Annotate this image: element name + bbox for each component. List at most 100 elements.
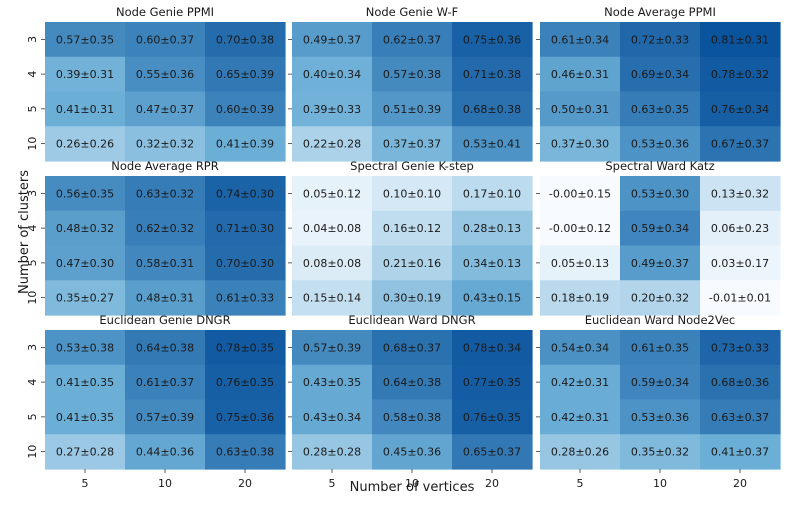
cell-label: 0.51±0.39	[383, 103, 441, 116]
heatmap-cell	[620, 364, 701, 401]
heatmap-cell	[125, 245, 206, 281]
heatmap-cell	[45, 330, 126, 366]
y-tick-label: 3	[26, 344, 39, 351]
cell-label: 0.41±0.37	[711, 446, 769, 459]
heatmap-cell	[620, 176, 701, 212]
heatmap-cell	[45, 126, 126, 162]
heatmap-cell	[372, 364, 453, 401]
cell-label: 0.76±0.34	[711, 103, 769, 116]
heatmap-cell	[125, 434, 206, 470]
cell-label: 0.28±0.13	[463, 222, 521, 235]
heatmap-cell	[540, 126, 621, 162]
heatmap-cell	[700, 399, 781, 435]
cell-label: 0.39±0.33	[303, 103, 361, 116]
cell-label: 0.46±0.31	[551, 68, 609, 81]
heatmap-cell	[540, 280, 621, 316]
heatmap-cell	[540, 434, 621, 470]
y-axis-label: Number of clusters	[17, 170, 32, 294]
cell-label: 0.70±0.38	[216, 33, 274, 46]
heatmap-cell	[620, 56, 701, 93]
cell-label: 0.34±0.13	[463, 257, 521, 270]
x-axis-label: Number of vertices	[350, 480, 475, 495]
cell-label: 0.57±0.39	[136, 411, 194, 424]
heatmap-cell	[205, 91, 286, 127]
heatmap-cell	[700, 245, 781, 281]
heatmap-panel: Spectral Ward Katz -0.00±0.15 0.53±0.30 0.1…	[536, 159, 781, 316]
cell-label: 0.77±0.35	[463, 376, 521, 389]
cell-label: 0.26±0.26	[56, 138, 114, 151]
heatmap-cell	[700, 91, 781, 127]
heatmap-cell	[452, 399, 533, 435]
cell-label: 0.16±0.12	[383, 222, 441, 235]
heatmap-cell	[452, 176, 533, 212]
cell-label: 0.78±0.35	[216, 341, 274, 354]
y-tick-label: 5	[26, 105, 39, 112]
heatmap-cell	[45, 399, 126, 435]
panel-title: Euclidean Ward DNGR	[348, 313, 475, 327]
cell-label: 0.57±0.38	[383, 68, 441, 81]
cell-label: 0.71±0.38	[463, 68, 521, 81]
x-tick-label: 10	[653, 477, 667, 490]
heatmap-cell	[292, 434, 373, 470]
heatmap-cell	[452, 364, 533, 401]
panel-title: Node Genie W-F	[366, 5, 459, 19]
panel-title: Node Genie PPMI	[116, 5, 214, 19]
heatmap-cell	[125, 330, 206, 366]
cell-label: 0.61±0.35	[631, 341, 689, 354]
cell-label: 0.22±0.28	[303, 138, 361, 151]
cell-label: 0.43±0.34	[303, 411, 361, 424]
cell-label: 0.37±0.30	[551, 138, 609, 151]
heatmap-cell	[292, 280, 373, 316]
heatmap-cell	[540, 56, 621, 93]
heatmap-cell	[292, 330, 373, 366]
heatmap-cell	[372, 91, 453, 127]
cell-label: 0.05±0.12	[303, 187, 361, 200]
heatmap-cell	[372, 330, 453, 366]
heatmap-cell	[45, 91, 126, 127]
panel-title: Euclidean Genie DNGR	[99, 313, 230, 327]
cell-label: -0.00±0.12	[549, 222, 611, 235]
heatmap-cell	[372, 22, 453, 58]
heatmap-cell	[205, 245, 286, 281]
heatmap-cell	[700, 434, 781, 470]
cell-label: 0.53±0.41	[463, 138, 521, 151]
heatmap-cell	[292, 176, 373, 212]
heatmap-cell	[452, 210, 533, 247]
heatmap-cell	[540, 364, 621, 401]
cell-label: 0.59±0.34	[631, 222, 689, 235]
heatmap-cell	[540, 176, 621, 212]
panel-title: Node Average PPMI	[604, 5, 716, 19]
heatmap-cell	[700, 126, 781, 162]
heatmap-cell	[540, 22, 621, 58]
cell-label: 0.42±0.31	[551, 376, 609, 389]
heatmap-cell	[620, 434, 701, 470]
heatmap-cell	[620, 210, 701, 247]
cell-label: 0.44±0.36	[136, 446, 194, 459]
heatmap-cell	[620, 91, 701, 127]
heatmap-cell	[45, 434, 126, 470]
x-tick-label: 5	[577, 477, 584, 490]
cell-label: 0.53±0.38	[56, 341, 114, 354]
heatmap-panel: Spectral Genie K-step 0.05±0.12 0.10±0.10 0…	[288, 159, 533, 316]
panel-title: Spectral Ward Katz	[605, 159, 714, 173]
cell-label: 0.59±0.34	[631, 376, 689, 389]
y-tick-label: 4	[26, 379, 39, 386]
heatmap-cell	[125, 364, 206, 401]
cell-label: 0.45±0.36	[383, 446, 441, 459]
cell-label: 0.69±0.34	[631, 68, 689, 81]
cell-label: 0.08±0.08	[303, 257, 361, 270]
heatmap-cell	[205, 126, 286, 162]
cell-label: 0.78±0.32	[711, 68, 769, 81]
cell-label: 0.43±0.15	[463, 292, 521, 305]
cell-label: 0.40±0.34	[303, 68, 361, 81]
heatmap-cell	[372, 126, 453, 162]
heatmap-cell	[700, 210, 781, 247]
heatmap-cell	[205, 434, 286, 470]
heatmap-cell	[452, 280, 533, 316]
heatmap-cell	[205, 330, 286, 366]
cell-label: 0.61±0.34	[551, 33, 609, 46]
heatmap-cell	[620, 330, 701, 366]
y-tick-label: 5	[26, 259, 39, 266]
y-tick-label: 3	[26, 190, 39, 197]
heatmap-cell	[620, 399, 701, 435]
